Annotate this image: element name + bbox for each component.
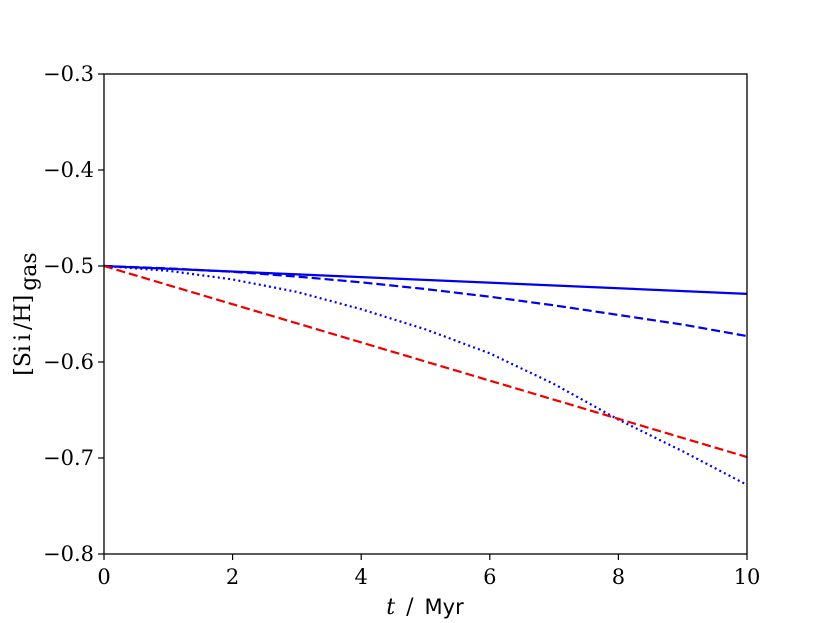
y-axis-label-ion: i xyxy=(11,334,36,341)
y-tick-label: −0.5 xyxy=(43,254,94,278)
y-tick-label: −0.4 xyxy=(43,158,94,182)
x-tick-label: 8 xyxy=(612,565,625,589)
x-axis-separator: / xyxy=(399,595,420,620)
y-axis-label-subscript: gas xyxy=(17,252,42,291)
y-axis-label-main: [Si xyxy=(11,345,36,376)
plot-background xyxy=(104,74,747,554)
y-axis-ticks: −0.8 −0.7 −0.6 −0.5 −0.4 −0.3 xyxy=(43,62,104,566)
x-tick-label: 4 xyxy=(355,565,368,589)
x-tick-label: 0 xyxy=(97,565,110,589)
y-tick-label: −0.8 xyxy=(43,542,94,566)
y-tick-label: −0.6 xyxy=(43,350,94,374)
y-axis-label: [Si i /H] gas xyxy=(11,252,42,375)
series-layer xyxy=(103,264,748,486)
series-line-2-dashed xyxy=(103,264,748,338)
x-axis-label: t / Myr xyxy=(386,595,464,620)
y-tick-label: −0.3 xyxy=(43,62,94,86)
series-line-3-dotted xyxy=(103,264,748,486)
x-tick-label: 2 xyxy=(226,565,239,589)
x-axis-variable: t xyxy=(386,595,395,620)
x-axis-ticks: 0 2 4 6 8 10 xyxy=(97,554,760,589)
y-axis-label-rest: /H] xyxy=(11,295,36,330)
series-line-4-dashed xyxy=(103,264,748,459)
x-tick-label: 6 xyxy=(483,565,496,589)
x-axis-unit: Myr xyxy=(425,595,465,619)
plot-frame xyxy=(103,73,748,555)
y-tick-label: −0.7 xyxy=(43,446,94,470)
x-tick-label: 10 xyxy=(734,565,761,589)
